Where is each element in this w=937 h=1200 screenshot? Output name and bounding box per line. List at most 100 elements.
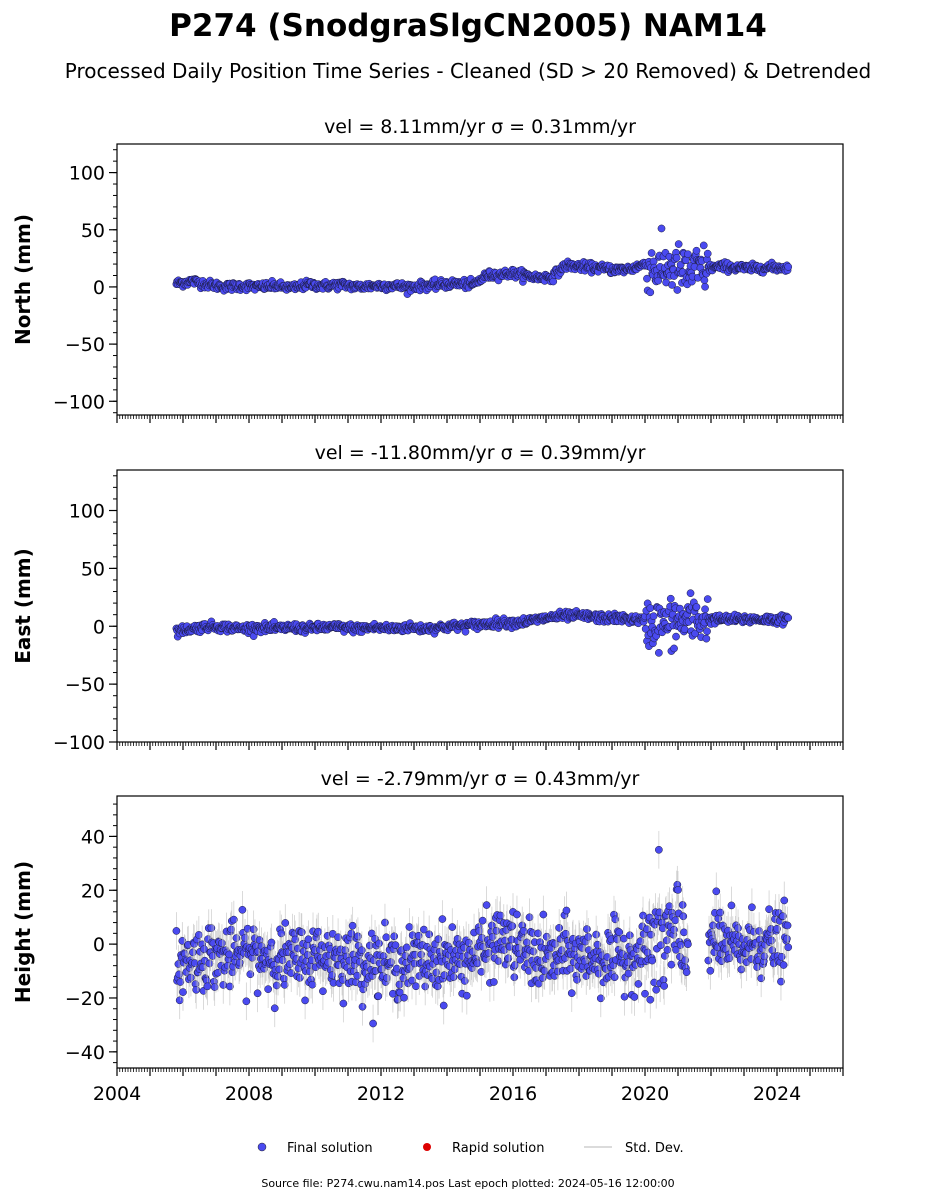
- y-tick-label: 50: [81, 220, 105, 242]
- data-point: [784, 263, 793, 271]
- data-point: [461, 627, 470, 636]
- data-point: [278, 956, 287, 965]
- data-point: [238, 905, 247, 914]
- data-point: [381, 918, 389, 927]
- data-point: [348, 921, 357, 930]
- data-point: [699, 241, 708, 250]
- data-point: [703, 595, 712, 603]
- data-point: [175, 996, 184, 1005]
- data-point: [684, 250, 692, 259]
- panel-title: vel = -2.79mm/yr σ = 0.43mm/yr: [321, 768, 640, 790]
- y-axis-label: North (mm): [11, 214, 35, 345]
- data-point: [192, 985, 201, 994]
- data-point: [225, 950, 234, 959]
- data-point: [176, 978, 185, 986]
- data-point: [301, 996, 309, 1005]
- data-point: [347, 929, 356, 938]
- data-point: [369, 1019, 377, 1028]
- data-point: [358, 946, 366, 955]
- data-point: [232, 934, 241, 942]
- data-point: [647, 249, 656, 257]
- data-point: [264, 985, 272, 994]
- y-tick-label: 100: [69, 163, 105, 185]
- data-points: [172, 224, 793, 298]
- data-point: [673, 286, 682, 294]
- y-tick-label: 0: [93, 277, 105, 299]
- data-point: [374, 992, 383, 1001]
- y-tick-label: −100: [53, 732, 105, 754]
- y-tick-label: −50: [65, 674, 105, 696]
- data-point: [646, 288, 655, 297]
- data-point: [319, 987, 327, 996]
- data-point: [229, 915, 238, 924]
- data-point: [680, 625, 689, 634]
- data-point: [253, 989, 262, 998]
- data-point: [643, 274, 651, 283]
- north-panel: vel = 8.11mm/yr σ = 0.31mm/yr North (mm) 1…: [11, 116, 844, 423]
- data-point: [382, 933, 391, 942]
- data-point: [246, 970, 255, 979]
- data-point: [375, 939, 383, 948]
- data-point: [703, 249, 712, 258]
- data-point: [272, 981, 281, 990]
- data-point: [666, 594, 675, 603]
- data-point: [670, 644, 678, 653]
- data-point: [189, 948, 197, 957]
- y-tick-label: 100: [69, 501, 105, 523]
- data-point: [207, 924, 216, 932]
- data-point: [701, 282, 709, 291]
- data-points: [172, 830, 793, 1043]
- height-panel: vel = -2.79mm/yr σ = 0.43mm/yr Height (mm…: [11, 768, 844, 1105]
- data-point: [390, 932, 399, 941]
- data-point: [304, 935, 313, 944]
- data-point: [365, 941, 374, 950]
- data-point: [672, 632, 680, 641]
- data-point: [692, 603, 701, 611]
- data-point: [267, 938, 276, 947]
- data-point: [179, 988, 187, 996]
- plot-frame: [116, 469, 844, 743]
- data-point: [270, 1004, 279, 1013]
- data-point: [674, 240, 683, 248]
- y-tick-label: −100: [53, 391, 105, 413]
- data-point: [657, 224, 666, 233]
- data-point: [295, 974, 304, 982]
- data-point: [649, 612, 658, 621]
- y-axis-label: Height (mm): [11, 861, 35, 1003]
- data-point: [226, 982, 234, 991]
- data-point: [668, 281, 676, 289]
- data-point: [686, 589, 695, 598]
- data-point: [308, 980, 317, 989]
- y-tick-label: −50: [65, 334, 105, 356]
- panel-title: vel = 8.11mm/yr σ = 0.31mm/yr: [324, 116, 636, 138]
- data-point: [242, 997, 251, 1006]
- data-point: [235, 958, 244, 967]
- data-point: [203, 982, 212, 991]
- data-point: [391, 941, 400, 949]
- data-point: [277, 929, 286, 938]
- data-point: [172, 927, 181, 935]
- data-point: [281, 919, 290, 927]
- east-panel: vel = -11.80mm/yr σ = 0.39mm/yr East (mm)…: [11, 442, 844, 754]
- data-point: [702, 634, 711, 643]
- data-point: [701, 605, 709, 614]
- data-point: [646, 604, 655, 612]
- data-point: [784, 613, 793, 622]
- data-point: [549, 277, 558, 286]
- data-point: [187, 973, 195, 982]
- panel-title: vel = -11.80mm/yr σ = 0.39mm/yr: [315, 442, 646, 464]
- data-point: [214, 968, 222, 977]
- chart-title: P274 (SnodgraSlgCN2005) NAM14: [169, 8, 767, 44]
- y-tick-label: 0: [93, 616, 105, 638]
- data-point: [194, 931, 203, 939]
- y-axis-label: East (mm): [11, 548, 35, 664]
- chart-subtitle: Processed Daily Position Time Series - C…: [65, 59, 871, 83]
- data-point: [703, 627, 711, 636]
- data-point: [219, 981, 228, 989]
- data-point: [655, 648, 663, 657]
- data-point: [672, 253, 681, 262]
- data-point: [314, 927, 323, 936]
- y-tick-label: 50: [81, 558, 105, 580]
- data-point: [383, 974, 391, 982]
